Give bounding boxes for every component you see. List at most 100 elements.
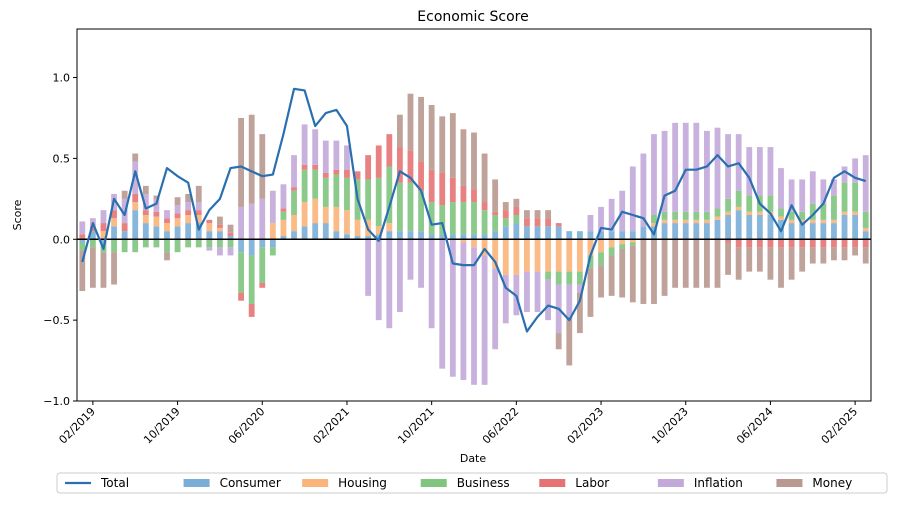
bar-labor: [185, 210, 192, 215]
bar-business: [682, 211, 689, 220]
bar-inflation: [132, 161, 139, 194]
bar-consumer: [481, 234, 488, 240]
bar-consumer: [217, 231, 223, 240]
bar-inflation: [608, 198, 615, 232]
bar-inflation: [333, 140, 340, 170]
bar-labor: [481, 202, 488, 211]
bar-consumer: [195, 223, 202, 240]
bar-labor: [344, 169, 350, 178]
legend-swatch-consumer: [183, 479, 210, 487]
bar-business: [820, 203, 827, 220]
bar-housing: [725, 211, 731, 215]
bar-consumer: [619, 231, 626, 240]
bar-business: [778, 208, 784, 217]
bar-housing: [185, 215, 192, 224]
bar-consumer: [344, 234, 350, 240]
bar-business: [269, 247, 276, 256]
bar-consumer: [79, 239, 86, 243]
bar-labor: [428, 169, 435, 203]
bar-inflation: [693, 122, 700, 212]
bar-consumer: [269, 239, 276, 248]
bar-inflation: [238, 206, 244, 240]
bar-business: [809, 203, 816, 220]
bar-housing: [471, 239, 477, 248]
bar-money: [619, 248, 626, 298]
bar-consumer: [248, 239, 255, 256]
bar-consumer: [693, 223, 700, 240]
bar-labor: [164, 218, 170, 224]
bar-business: [259, 247, 266, 283]
bar-housing: [322, 206, 329, 224]
bar-money: [132, 153, 139, 162]
bar-labor: [396, 147, 403, 183]
bar-housing: [513, 239, 520, 275]
bar-inflation: [524, 271, 530, 313]
bar-consumer: [259, 239, 266, 248]
bar-consumer: [756, 215, 763, 240]
bar-money: [714, 239, 721, 288]
bar-inflation: [767, 147, 774, 196]
bar-inflation: [566, 284, 573, 317]
bar-business: [386, 166, 393, 224]
bar-business: [767, 195, 774, 212]
bar-labor: [418, 161, 424, 191]
bar-housing: [852, 211, 859, 215]
bar-inflation: [301, 124, 308, 165]
bar-inflation: [471, 247, 477, 385]
bar-money: [79, 250, 86, 292]
legend-label-housing: Housing: [338, 476, 387, 490]
bar-business: [576, 271, 583, 285]
bar-housing: [555, 239, 562, 272]
bar-inflation: [142, 193, 149, 211]
bar-consumer: [672, 223, 679, 240]
bar-labor: [809, 239, 816, 248]
bar-housing: [746, 211, 753, 215]
bar-money: [587, 268, 594, 317]
bar-money: [831, 247, 837, 261]
bar-money: [598, 265, 604, 298]
bar-housing: [682, 219, 689, 224]
bar-inflation: [756, 147, 763, 196]
legend-label-total: Total: [100, 476, 129, 490]
bar-labor: [333, 169, 340, 175]
bar-inflation: [418, 239, 424, 288]
bar-money: [121, 190, 128, 199]
bar-labor: [471, 189, 477, 203]
bar-labor: [301, 164, 308, 170]
bar-housing: [312, 198, 319, 224]
bar-housing: [576, 239, 583, 272]
bar-housing: [704, 219, 710, 224]
bar-consumer: [322, 223, 329, 240]
bar-money: [111, 252, 117, 285]
bar-inflation: [714, 127, 721, 209]
bar-business: [195, 239, 202, 248]
bar-inflation: [651, 134, 657, 215]
bar-business: [375, 177, 382, 227]
bar-inflation: [672, 122, 679, 212]
bar-money: [566, 316, 573, 366]
bar-money: [195, 185, 202, 203]
bar-consumer: [820, 223, 827, 240]
bar-business: [619, 244, 626, 249]
legend-swatch-money: [776, 479, 803, 487]
bar-business: [206, 239, 213, 248]
bar-consumer: [587, 231, 594, 240]
bar-labor: [767, 239, 774, 248]
bar-business: [831, 195, 837, 220]
bar-business: [227, 239, 234, 248]
legend-label-inflation: Inflation: [694, 476, 743, 490]
bar-business: [333, 174, 340, 207]
bar-consumer: [809, 223, 816, 240]
bar-consumer: [725, 215, 731, 240]
bar-housing: [460, 239, 467, 243]
bar-money: [651, 239, 657, 304]
bar-housing: [492, 239, 499, 269]
bar-labor: [756, 239, 763, 248]
bar-housing: [174, 218, 181, 227]
legend-swatch-labor: [539, 479, 566, 487]
bar-inflation: [344, 145, 350, 170]
bar-inflation: [481, 255, 488, 385]
bar-housing: [100, 231, 107, 240]
bar-inflation: [640, 153, 647, 227]
bar-business: [291, 190, 297, 215]
